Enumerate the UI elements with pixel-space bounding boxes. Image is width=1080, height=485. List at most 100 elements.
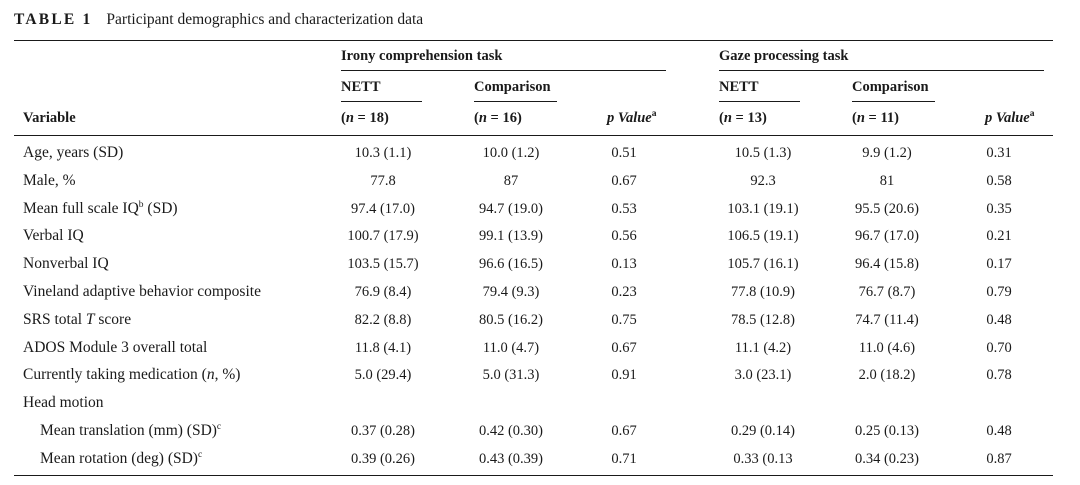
gaze-nett-rule <box>719 101 800 102</box>
gaze-p-value-cell: 0.35 <box>986 201 1012 217</box>
gaze-p-value-cell: 0.79 <box>986 284 1012 300</box>
gaze-p-value-cell: 0.70 <box>986 340 1012 356</box>
irony-nett-cell: 0.37 (0.28) <box>350 423 416 439</box>
table-caption: TABLE 1 Participant demographics and char… <box>14 12 423 28</box>
gaze-comparison-cell: 11.0 (4.6) <box>858 340 916 356</box>
row-label: Mean translation (mm) (SD)c <box>40 421 222 439</box>
irony-comparison-cell: 10.0 (1.2) <box>482 145 540 161</box>
variable-header: Variable <box>23 110 76 126</box>
bottom-rule <box>14 475 1053 476</box>
row-label: Mean rotation (deg) (SD)c <box>40 449 203 467</box>
gaze-group-rule <box>719 70 1044 71</box>
irony-nett-cell: 100.7 (17.9) <box>347 228 419 244</box>
gaze-comparison-n: (n = 11) <box>852 110 899 126</box>
irony-nett-cell: 5.0 (29.4) <box>354 367 412 383</box>
gaze-nett-cell: 77.8 (10.9) <box>730 284 796 300</box>
gaze-nett-cell: 105.7 (16.1) <box>727 256 799 272</box>
top-rule <box>14 40 1053 41</box>
irony-nett-cell: 10.3 (1.1) <box>354 145 412 161</box>
row-label: Currently taking medication (n, %) <box>23 366 241 383</box>
row-label: ADOS Module 3 overall total <box>23 339 208 356</box>
gaze-comparison-header: Comparison <box>852 79 929 95</box>
table-number: TABLE 1 <box>14 11 93 28</box>
header-rule <box>14 135 1053 136</box>
gaze-nett-n: (n = 13) <box>719 110 767 126</box>
irony-nett-cell: 97.4 (17.0) <box>350 201 416 217</box>
row-label: Mean full scale IQb (SD) <box>23 199 178 217</box>
row-label: Age, years (SD) <box>23 144 124 161</box>
gaze-p-value-cell: 0.78 <box>986 367 1012 383</box>
gaze-p-value-cell: 0.21 <box>986 228 1012 244</box>
row-label: Male, % <box>23 172 76 189</box>
irony-p-value-cell: 0.13 <box>611 256 637 272</box>
gaze-comparison-cell: 95.5 (20.6) <box>854 201 920 217</box>
row-label: Nonverbal IQ <box>23 255 109 272</box>
irony-nett-cell: 76.9 (8.4) <box>354 284 412 300</box>
irony-p-value-cell: 0.67 <box>611 173 637 189</box>
gaze-comparison-cell: 9.9 (1.2) <box>862 145 912 161</box>
gaze-nett-cell: 11.1 (4.2) <box>734 340 792 356</box>
gaze-comparison-cell: 74.7 (11.4) <box>855 312 919 328</box>
irony-comparison-cell: 96.6 (16.5) <box>478 256 544 272</box>
gaze-nett-header: NETT <box>719 79 759 95</box>
row-label: SRS total T score <box>23 311 132 328</box>
irony-nett-rule <box>341 101 422 102</box>
irony-comparison-cell: 0.42 (0.30) <box>478 423 544 439</box>
row-label: Verbal IQ <box>23 227 84 244</box>
gaze-comparison-cell: 2.0 (18.2) <box>858 367 916 383</box>
gaze-nett-cell: 106.5 (19.1) <box>727 228 799 244</box>
irony-p-value-header: p Valuea <box>607 109 657 126</box>
irony-p-value-cell: 0.23 <box>611 284 637 300</box>
gaze-comparison-rule <box>852 101 935 102</box>
gaze-comparison-cell: 96.4 (15.8) <box>854 256 920 272</box>
irony-p-value-cell: 0.51 <box>611 145 637 161</box>
row-label: Head motion <box>23 394 104 411</box>
gaze-comparison-cell: 76.7 (8.7) <box>858 284 916 300</box>
gaze-nett-cell: 92.3 <box>750 173 776 189</box>
irony-nett-cell: 0.39 (0.26) <box>350 451 416 467</box>
row-label: Vineland adaptive behavior composite <box>23 283 261 300</box>
gaze-p-value-cell: 0.87 <box>986 451 1012 467</box>
gaze-nett-cell: 10.5 (1.3) <box>734 145 792 161</box>
gaze-nett-cell: 3.0 (23.1) <box>734 367 792 383</box>
irony-nett-cell: 11.8 (4.1) <box>354 340 412 356</box>
gaze-p-value-cell: 0.48 <box>986 423 1012 439</box>
group-header-irony: Irony comprehension task <box>341 48 503 64</box>
irony-p-value-cell: 0.91 <box>611 367 637 383</box>
irony-comparison-n: (n = 16) <box>474 110 522 126</box>
gaze-p-value-cell: 0.58 <box>986 173 1012 189</box>
irony-nett-n: (n = 18) <box>341 110 389 126</box>
irony-nett-cell: 103.5 (15.7) <box>347 256 419 272</box>
irony-p-value-cell: 0.75 <box>611 312 637 328</box>
irony-comparison-cell: 79.4 (9.3) <box>482 284 540 300</box>
table-title: Participant demographics and characteriz… <box>106 11 424 28</box>
irony-comparison-header: Comparison <box>474 79 551 95</box>
irony-p-value-cell: 0.71 <box>611 451 637 467</box>
irony-comparison-rule <box>474 101 557 102</box>
group-header-gaze: Gaze processing task <box>719 48 849 64</box>
irony-comparison-cell: 87 <box>503 173 519 189</box>
irony-comparison-cell: 94.7 (19.0) <box>478 201 544 217</box>
gaze-comparison-cell: 81 <box>879 173 895 189</box>
gaze-p-value-header: p Valuea <box>985 109 1035 126</box>
irony-comparison-cell: 5.0 (31.3) <box>482 367 540 383</box>
irony-comparison-cell: 0.43 (0.39) <box>478 451 544 467</box>
irony-p-value-cell: 0.53 <box>611 201 637 217</box>
gaze-p-value-cell: 0.31 <box>986 145 1012 161</box>
gaze-nett-cell: 0.29 (0.14) <box>730 423 796 439</box>
irony-p-value-cell: 0.67 <box>611 340 637 356</box>
irony-nett-header: NETT <box>341 79 381 95</box>
irony-comparison-cell: 80.5 (16.2) <box>478 312 544 328</box>
irony-p-value-cell: 0.67 <box>611 423 637 439</box>
irony-group-rule <box>341 70 666 71</box>
gaze-nett-cell: 0.33 (0.13 <box>733 451 793 467</box>
irony-nett-cell: 77.8 <box>370 173 396 189</box>
gaze-p-value-cell: 0.17 <box>986 256 1012 272</box>
gaze-p-value-cell: 0.48 <box>986 312 1012 328</box>
gaze-comparison-cell: 0.25 (0.13) <box>854 423 920 439</box>
irony-nett-cell: 82.2 (8.8) <box>354 312 412 328</box>
irony-p-value-cell: 0.56 <box>611 228 637 244</box>
gaze-nett-cell: 78.5 (12.8) <box>730 312 796 328</box>
gaze-comparison-cell: 0.34 (0.23) <box>854 451 920 467</box>
irony-comparison-cell: 99.1 (13.9) <box>478 228 544 244</box>
